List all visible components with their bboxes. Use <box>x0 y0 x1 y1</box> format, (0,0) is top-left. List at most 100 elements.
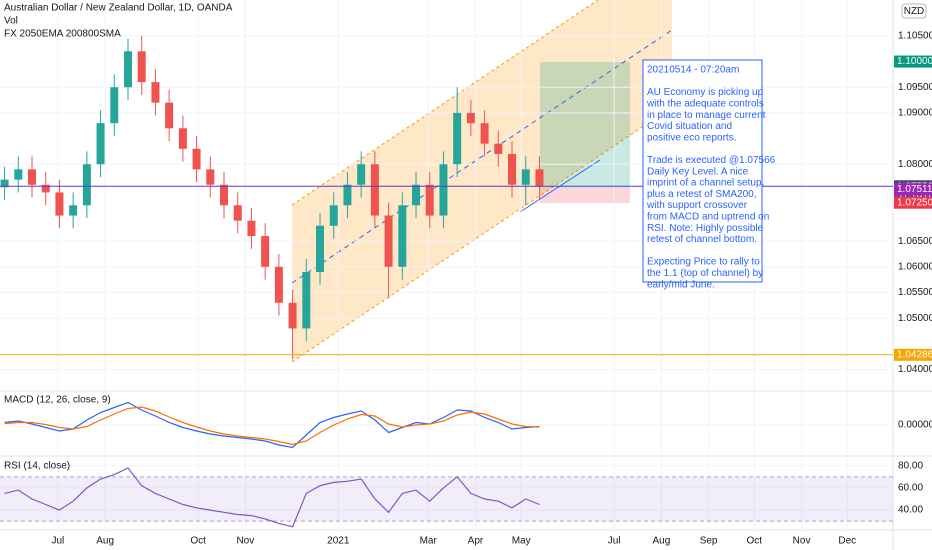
indicator-line <box>4 401 540 449</box>
indicator-label: Vol <box>4 16 18 27</box>
candle-body <box>0 179 9 188</box>
candle-body <box>494 143 503 154</box>
currency-box[interactable] <box>901 3 927 19</box>
chart-title: Australian Dollar / New Zealand Dollar, … <box>4 3 233 14</box>
price-label-bg <box>894 55 932 68</box>
x-tick-label: Aug <box>96 536 114 547</box>
candle-body <box>247 220 256 237</box>
candle-body <box>412 184 421 206</box>
x-tick-label: Nov <box>236 536 254 547</box>
y-tick-label: 40.00 <box>898 505 923 516</box>
candle-body <box>82 164 91 206</box>
candle-body <box>521 169 530 185</box>
currency[interactable]: NZD <box>904 6 925 17</box>
candle-body <box>178 128 187 149</box>
candle-body <box>439 164 448 216</box>
candle-body <box>329 205 338 226</box>
annotation-text: Covid situation and <box>647 121 732 132</box>
y-tick-label: 1.09500 <box>898 82 932 93</box>
y-tick-label: 1.04000 <box>898 364 932 375</box>
annotation-text: RSI. Note: Highly possible <box>647 223 764 234</box>
stop-zone <box>540 188 630 203</box>
y-tick-label: 1.06000 <box>898 261 932 272</box>
candle-body <box>274 266 283 303</box>
y-tick-label: 0.00000 <box>898 420 932 431</box>
y-tick-label: 1.09000 <box>898 108 932 119</box>
x-tick-label: Sep <box>700 536 718 547</box>
candle-body <box>508 153 517 185</box>
indicator-line <box>4 467 540 528</box>
candle-body <box>28 169 37 185</box>
candle-body <box>466 112 475 124</box>
x-tick-label: Nov <box>793 536 811 547</box>
price-label: 1.07511 <box>897 184 932 195</box>
y-tick-label: 1.05000 <box>898 313 932 324</box>
candle-body <box>316 225 325 272</box>
candle-body <box>288 302 297 329</box>
x-tick-label: May <box>512 536 531 547</box>
channel-bottom <box>291 106 673 363</box>
pane-title: RSI (14, close) <box>4 461 70 472</box>
annotation-text: from MACD and uptrend on <box>647 212 769 223</box>
x-tick-label: Oct <box>190 536 206 547</box>
price-label-bg <box>894 196 932 209</box>
indicator-label: FX 2050EMA 200800SMA <box>4 29 121 40</box>
annotation: 20210514 - 07:20am AU Economy is picking … <box>642 59 776 290</box>
candle-body <box>261 236 270 267</box>
candle-body <box>137 51 146 83</box>
pane-title: MACD (12, 26, close, 9) <box>4 395 111 406</box>
candle-body <box>384 215 393 267</box>
candle-body <box>453 112 462 165</box>
x-tick-label: Oct <box>747 536 763 547</box>
candle-body <box>302 271 311 329</box>
target-zone <box>540 62 630 188</box>
annotation-text: Daily Key Level. A nice <box>647 166 749 177</box>
annotation-box <box>642 59 763 283</box>
candle-body <box>151 82 160 103</box>
candle-body <box>55 192 64 216</box>
x-tick-label: Jul <box>52 536 65 547</box>
price-label: 1.10000 <box>897 56 932 67</box>
annotation-text: early/mid June. <box>647 279 715 290</box>
y-tick-label: 1.08000 <box>898 159 932 170</box>
y-tick-label: 80.00 <box>898 460 923 471</box>
candle-body <box>110 87 119 124</box>
candle-body <box>398 205 407 267</box>
price-label-bg <box>894 183 932 196</box>
annotation-text: with support crossover <box>646 200 748 211</box>
price-label: 1.07250 <box>897 197 932 208</box>
candle-body <box>165 102 174 129</box>
annotation-text: retest of channel bottom. <box>647 234 757 245</box>
candle-body <box>480 123 489 144</box>
annotation-text: Trade is executed @1.07566 <box>647 155 776 166</box>
annotation-text: imprint of a channel setup, <box>647 178 764 189</box>
annotation-text: positive eco reports. <box>647 132 737 143</box>
candle-body <box>96 123 105 165</box>
candle-body <box>343 184 352 206</box>
candle-body <box>425 184 434 216</box>
rsi-band <box>0 476 893 522</box>
candle-body <box>370 164 379 216</box>
price-label: 1.04286 <box>897 349 932 360</box>
candle-body <box>14 169 23 180</box>
candle-body <box>41 184 50 193</box>
annotation-text: 20210514 - 07:20am <box>647 65 739 76</box>
annotation-text: with the adequate controls <box>646 99 764 110</box>
y-tick-label: 60.00 <box>898 483 923 494</box>
channel-top <box>291 0 599 206</box>
candle-body <box>124 51 133 88</box>
indicator-line <box>4 406 540 446</box>
annotation-text: in place to manage current <box>647 110 766 121</box>
y-tick-label: 1.06500 <box>898 236 932 247</box>
channel <box>292 0 672 362</box>
y-tick-label: 1.05500 <box>898 287 932 298</box>
annotation-text: AU Economy is picking up <box>647 87 764 98</box>
candle-body <box>357 164 366 185</box>
candle-body <box>192 148 201 170</box>
x-tick-label: Apr <box>468 536 484 547</box>
candle-body <box>220 184 229 206</box>
candle-body <box>206 169 215 185</box>
